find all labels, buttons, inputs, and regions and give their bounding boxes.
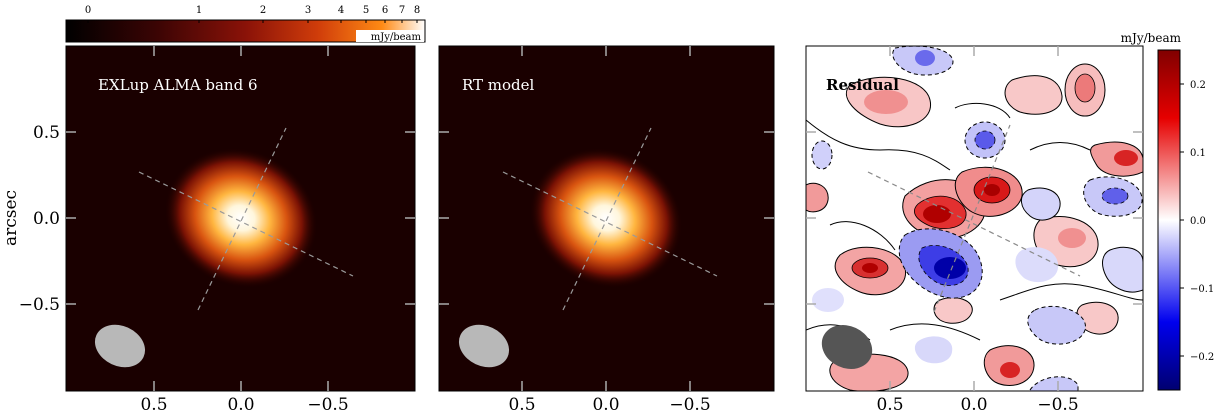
colorbar-right-label: mJy/beam bbox=[1121, 31, 1182, 45]
panel3-ticks bbox=[806, 46, 1143, 391]
colorbar-top: 0 1 2 3 4 5 6 7 8 mJy/beam bbox=[65, 5, 426, 43]
colorbar-top-tick-label: 1 bbox=[196, 5, 202, 16]
colorbar-top-tick-label: 0 bbox=[85, 5, 91, 16]
panel1-ytick-label: 0.5 bbox=[33, 123, 60, 143]
panel-model: RT model 0.5 0.0 −0.5 bbox=[438, 45, 775, 413]
colorbar-right-tick-label: −0.2 bbox=[1190, 352, 1214, 363]
panel1-minor-axis-line bbox=[197, 127, 287, 311]
colorbar-right-tick-label: 0.0 bbox=[1190, 216, 1206, 227]
panel2-major-axis-line bbox=[502, 171, 718, 277]
colorbar-top-tick-label: 3 bbox=[305, 5, 311, 16]
colorbar-top-label: mJy/beam bbox=[371, 32, 422, 43]
colorbar-top-tick-label: 8 bbox=[414, 5, 420, 16]
panel1-xtick-label: 0.0 bbox=[227, 395, 254, 413]
panel2-xtick-label: 0.5 bbox=[508, 395, 535, 413]
colorbar-right-tick-label: 0.2 bbox=[1190, 80, 1206, 91]
panel1-ytick-label: 0.0 bbox=[33, 209, 60, 229]
panel3-negative-regions bbox=[811, 46, 1143, 391]
panel-observation: EXLup ALMA band 6 0.5 0.0 −0.5 0.5 0.0 −… bbox=[1, 45, 416, 413]
panel2-xtick-label: 0.0 bbox=[592, 395, 619, 413]
colorbar-top-tick-label: 4 bbox=[338, 5, 344, 16]
panel2-beam bbox=[458, 324, 510, 368]
colorbar-right-gradient bbox=[1157, 49, 1181, 391]
panel1-title: EXLup ALMA band 6 bbox=[98, 76, 258, 94]
panel1-xtick-label: −0.5 bbox=[307, 395, 348, 413]
panel3-beam bbox=[821, 325, 873, 369]
panel3-major-axis-line bbox=[867, 171, 1081, 277]
panel1-ticks bbox=[66, 46, 415, 391]
panel1-beam bbox=[94, 324, 146, 368]
panel3-xtick-label: 0.5 bbox=[876, 395, 903, 413]
panel3-minor-axis-line bbox=[933, 124, 1011, 313]
colorbar-right-tick-label: −0.1 bbox=[1190, 284, 1214, 295]
panel2-source bbox=[529, 148, 683, 288]
panel3-title: Residual bbox=[826, 76, 899, 94]
colorbar-top-ticks bbox=[87, 20, 418, 23]
panel1-xtick-label: 0.5 bbox=[140, 395, 167, 413]
panel1-source bbox=[164, 148, 318, 288]
colorbar-top-tick-label: 5 bbox=[363, 5, 369, 16]
panel-residual: Residual 0.5 0.0 −0.5 bbox=[805, 45, 1144, 413]
colorbar-top-gradient bbox=[65, 19, 426, 43]
colorbar-right-tick-label: 0.1 bbox=[1190, 148, 1206, 159]
panel3-xtick-label: −0.5 bbox=[1037, 395, 1078, 413]
panel2-minor-axis-line bbox=[562, 127, 652, 311]
panel3-contours bbox=[806, 102, 1143, 341]
colorbar-top-tick-label: 7 bbox=[399, 5, 405, 16]
colorbar-right: mJy/beam 0.2 0.1 0.0 −0.1 −0.2 bbox=[1121, 31, 1214, 391]
y-axis-label: arcsec bbox=[1, 190, 21, 246]
panel2-title: RT model bbox=[462, 76, 535, 94]
panel1-major-axis-line bbox=[138, 171, 354, 277]
panel3-map bbox=[806, 46, 1143, 391]
panel1-ytick-label: −0.5 bbox=[19, 295, 60, 315]
panel2-ticks bbox=[439, 46, 774, 391]
panel2-xtick-label: −0.5 bbox=[669, 395, 710, 413]
colorbar-top-label-box bbox=[356, 30, 424, 42]
panel3-xtick-label: 0.0 bbox=[960, 395, 987, 413]
colorbar-right-ticks bbox=[1180, 83, 1184, 357]
colorbar-top-tick-label: 2 bbox=[260, 5, 266, 16]
colorbar-top-tick-label: 6 bbox=[382, 5, 388, 16]
